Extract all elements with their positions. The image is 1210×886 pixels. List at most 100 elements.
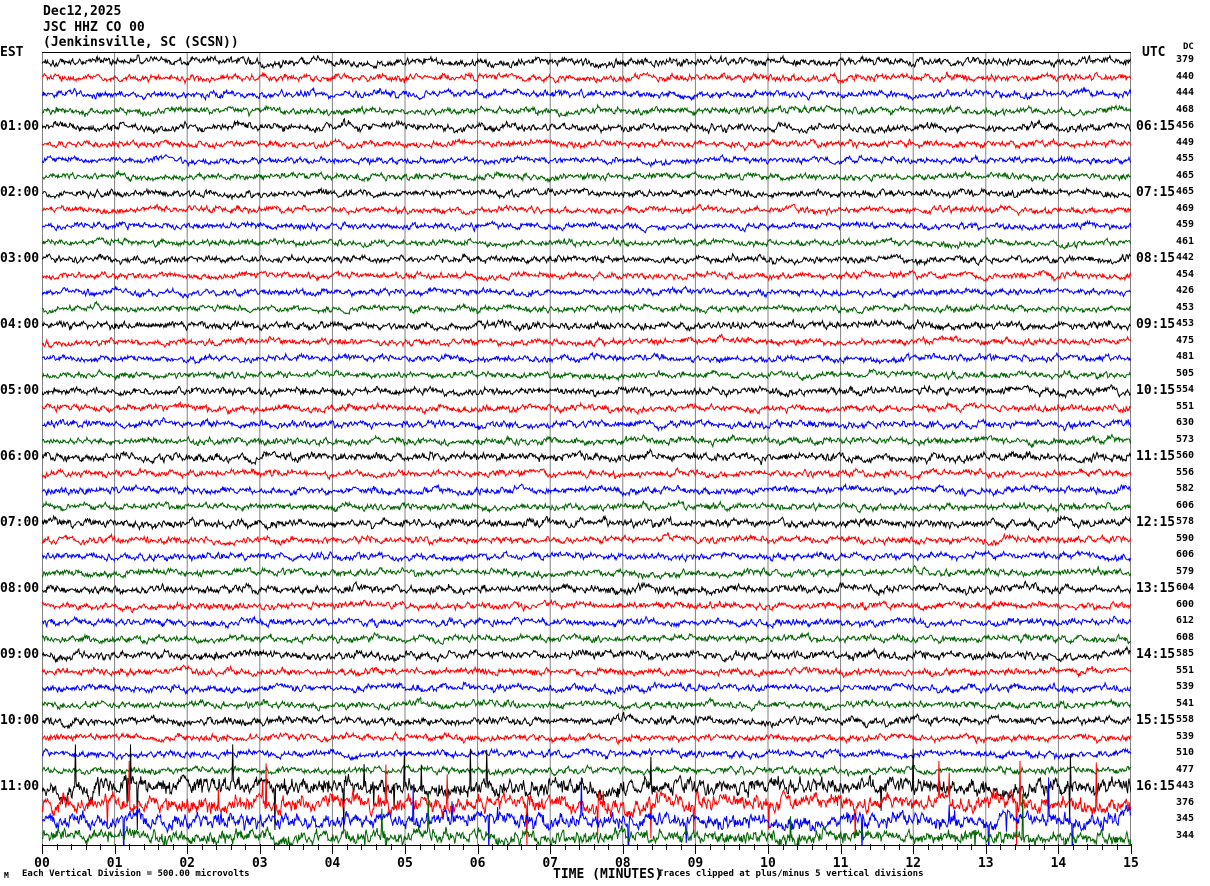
axis-label-dc: DC [1183,42,1194,52]
right-time-label: 14:15 [1136,647,1176,663]
x-minor-tick [100,844,102,850]
dc-value: 582 [1176,483,1195,495]
x-minor-tick [230,844,232,850]
dc-value: 630 [1176,417,1195,429]
x-minor-tick [158,844,160,850]
header-site: (Jenkinsville, SC (SCSN)) [43,35,239,50]
dc-value: 573 [1176,433,1195,445]
x-major-tick [405,844,406,854]
dc-value: 556 [1176,466,1195,478]
x-minor-tick [739,844,740,850]
x-minor-tick [593,844,595,850]
x-major-tick [114,844,116,854]
trace-line [42,285,1131,299]
dc-value: 612 [1176,615,1195,627]
x-minor-tick [1014,844,1016,850]
x-minor-tick [1102,844,1103,850]
clip-note: Traces clipped at plus/minus 5 vertical … [658,869,924,879]
x-axis-title: TIME (MINUTES) [553,867,663,882]
x-minor-tick [956,844,958,850]
x-minor-tick [361,844,363,850]
x-tick-label: 10 [760,856,776,871]
x-tick-label: 04 [324,856,341,871]
trace-line [42,384,1131,400]
x-minor-tick [1029,844,1031,850]
dc-value: 558 [1176,714,1195,726]
x-minor-tick [753,844,755,850]
header-channel: JSC HHZ CO 00 [43,20,145,35]
dc-value: 376 [1176,796,1195,808]
x-major-tick [477,844,479,854]
trace-line [42,252,1131,267]
x-minor-tick [680,844,682,850]
trace-line [42,730,1131,746]
x-minor-tick [521,844,523,850]
x-minor-tick [942,844,944,850]
trace-line [42,117,1131,135]
x-minor-tick [564,844,566,850]
x-minor-tick [492,844,494,850]
x-tick-label: 06 [469,856,486,871]
trace-line [42,269,1131,283]
x-minor-tick [506,844,508,850]
x-minor-tick [56,844,58,850]
x-minor-tick [608,844,610,850]
trace-line [42,645,1131,664]
trace-line [42,103,1131,118]
dc-value: 344 [1176,829,1195,841]
x-minor-tick [869,844,871,850]
x-minor-tick [390,844,392,850]
trace-line [42,514,1131,532]
x-minor-tick [651,844,653,850]
dc-value: 379 [1176,54,1195,66]
right-time-label: 12:15 [1136,515,1176,531]
x-major-tick [42,844,43,854]
dc-value: 443 [1176,780,1195,792]
x-minor-tick [274,844,276,850]
x-major-tick [840,844,842,854]
x-major-tick [622,844,624,854]
trace-line [42,202,1131,217]
left-time-label: 02:00 [0,185,40,201]
trace-line [42,433,1131,449]
trace-line [42,447,1131,466]
dc-value: 590 [1176,532,1195,544]
right-time-label: 09:15 [1136,317,1176,333]
left-time-label: 01:00 [0,119,40,135]
left-time-label: 04:00 [0,317,40,333]
right-time-label: 08:15 [1136,251,1176,267]
dc-value: 475 [1176,334,1195,346]
right-time-label: 10:15 [1136,383,1176,399]
x-minor-tick [129,844,131,850]
x-tick-label: 08 [614,856,631,871]
dc-value: 551 [1176,664,1195,676]
trace-line [42,760,1131,845]
header-date: Dec12,2025 [43,4,122,19]
x-tick-label: 05 [397,856,413,871]
trace-line [42,153,1131,169]
right-time-label: 06:15 [1136,119,1176,135]
trace-line [42,466,1131,481]
dc-value: 505 [1176,367,1195,379]
x-major-tick [985,844,987,854]
left-time-label: 08:00 [0,581,40,597]
dc-value: 554 [1176,384,1195,396]
x-major-tick [1131,844,1132,854]
dc-value: 461 [1176,235,1195,247]
x-major-tick [332,844,334,854]
axis-label-utc: UTC [1142,45,1166,60]
right-time-label: 11:15 [1136,449,1176,465]
x-minor-tick [797,844,798,850]
dc-value: 453 [1176,318,1195,330]
x-minor-tick [172,844,174,850]
trace-line [42,532,1131,547]
left-time-label: 05:00 [0,383,40,399]
x-minor-tick [782,844,784,850]
trace-line [42,333,1131,349]
x-major-tick [695,844,697,854]
right-time-label: 15:15 [1136,713,1176,729]
trace-line [42,711,1131,730]
dc-value: 477 [1176,763,1195,775]
trace-line [42,777,1131,845]
